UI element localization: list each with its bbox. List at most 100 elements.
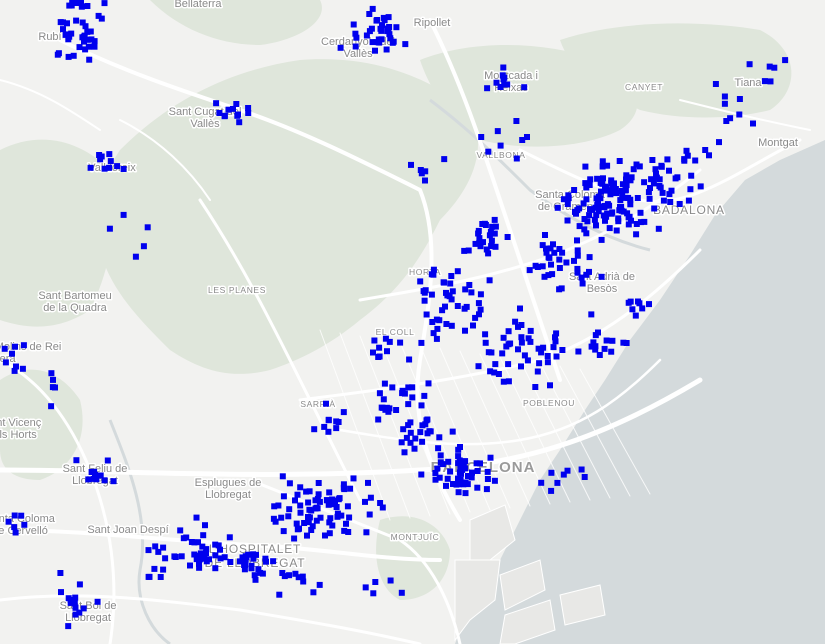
data-point[interactable] [474,484,481,491]
data-point[interactable] [412,435,419,442]
data-point[interactable] [386,338,393,345]
data-point[interactable] [454,303,461,309]
data-point[interactable] [417,429,424,436]
data-point[interactable] [500,378,507,385]
data-point[interactable] [500,76,507,83]
data-point[interactable] [657,184,664,191]
data-point[interactable] [299,573,306,580]
data-point[interactable] [325,417,332,424]
data-point[interactable] [96,152,103,158]
data-point[interactable] [340,409,347,416]
data-point[interactable] [72,594,79,601]
data-point[interactable] [11,512,18,519]
data-point[interactable] [457,464,464,471]
data-point[interactable] [421,392,428,399]
data-point[interactable] [326,489,333,496]
data-point[interactable] [623,181,630,188]
data-point[interactable] [387,577,394,584]
data-point[interactable] [305,499,312,506]
data-point[interactable] [436,434,443,441]
data-point[interactable] [574,237,580,244]
data-point[interactable] [597,195,604,202]
data-point[interactable] [73,457,80,464]
data-point[interactable] [515,346,521,353]
data-point[interactable] [405,384,412,391]
data-point[interactable] [411,445,418,452]
data-point[interactable] [21,521,28,528]
data-point[interactable] [495,371,502,377]
data-point[interactable] [371,337,378,344]
data-point[interactable] [618,188,625,194]
data-point[interactable] [619,181,626,188]
data-point[interactable] [548,261,554,268]
data-point[interactable] [712,81,719,87]
data-point[interactable] [649,157,656,163]
data-point[interactable] [106,225,113,232]
data-point[interactable] [417,167,424,173]
data-point[interactable] [550,344,557,351]
data-point[interactable] [152,543,159,550]
data-point[interactable] [379,22,385,29]
data-point[interactable] [688,172,695,179]
data-point[interactable] [590,339,597,346]
data-point[interactable] [462,286,469,293]
data-point[interactable] [338,512,345,519]
data-point[interactable] [501,81,508,88]
data-point[interactable] [144,224,151,231]
data-point[interactable] [574,265,581,272]
data-point[interactable] [65,53,72,60]
data-point[interactable] [367,494,374,501]
data-point[interactable] [199,543,206,550]
data-point[interactable] [551,249,558,256]
data-point[interactable] [85,43,92,50]
data-point[interactable] [98,15,105,22]
data-point[interactable] [641,179,648,186]
data-point[interactable] [323,400,329,407]
data-point[interactable] [20,342,27,349]
data-point[interactable] [329,522,336,529]
data-point[interactable] [571,187,578,193]
data-point[interactable] [330,497,337,504]
data-point[interactable] [603,184,610,191]
data-point[interactable] [409,384,416,391]
data-point[interactable] [476,235,483,242]
data-point[interactable] [544,359,551,366]
data-point[interactable] [493,79,500,86]
data-point[interactable] [434,465,441,472]
data-point[interactable] [78,3,85,10]
data-point[interactable] [436,474,443,481]
data-point[interactable] [598,188,604,195]
data-point[interactable] [524,357,531,364]
data-point[interactable] [443,482,449,489]
data-point[interactable] [603,213,610,220]
data-point[interactable] [65,623,72,630]
data-point[interactable] [519,137,526,143]
data-point[interactable] [370,349,376,356]
data-point[interactable] [543,249,550,256]
data-point[interactable] [376,390,383,397]
data-point[interactable] [500,334,507,341]
data-point[interactable] [556,265,563,271]
data-point[interactable] [586,182,593,188]
data-point[interactable] [18,512,25,519]
data-point[interactable] [445,458,452,465]
data-point[interactable] [369,39,376,46]
data-point[interactable] [518,363,524,370]
data-point[interactable] [524,134,530,140]
data-point[interactable] [521,84,528,91]
data-point[interactable] [311,426,318,433]
data-point[interactable] [543,245,549,252]
data-point[interactable] [157,574,164,580]
data-point[interactable] [544,353,551,359]
data-point[interactable] [598,273,605,280]
data-point[interactable] [120,166,127,172]
data-point[interactable] [628,174,635,181]
data-point[interactable] [101,0,108,7]
data-point[interactable] [292,497,298,504]
data-point[interactable] [525,335,532,342]
data-point[interactable] [460,481,467,488]
data-point[interactable] [76,581,83,588]
data-point[interactable] [221,113,228,120]
data-point[interactable] [587,176,594,183]
data-point[interactable] [245,105,252,111]
